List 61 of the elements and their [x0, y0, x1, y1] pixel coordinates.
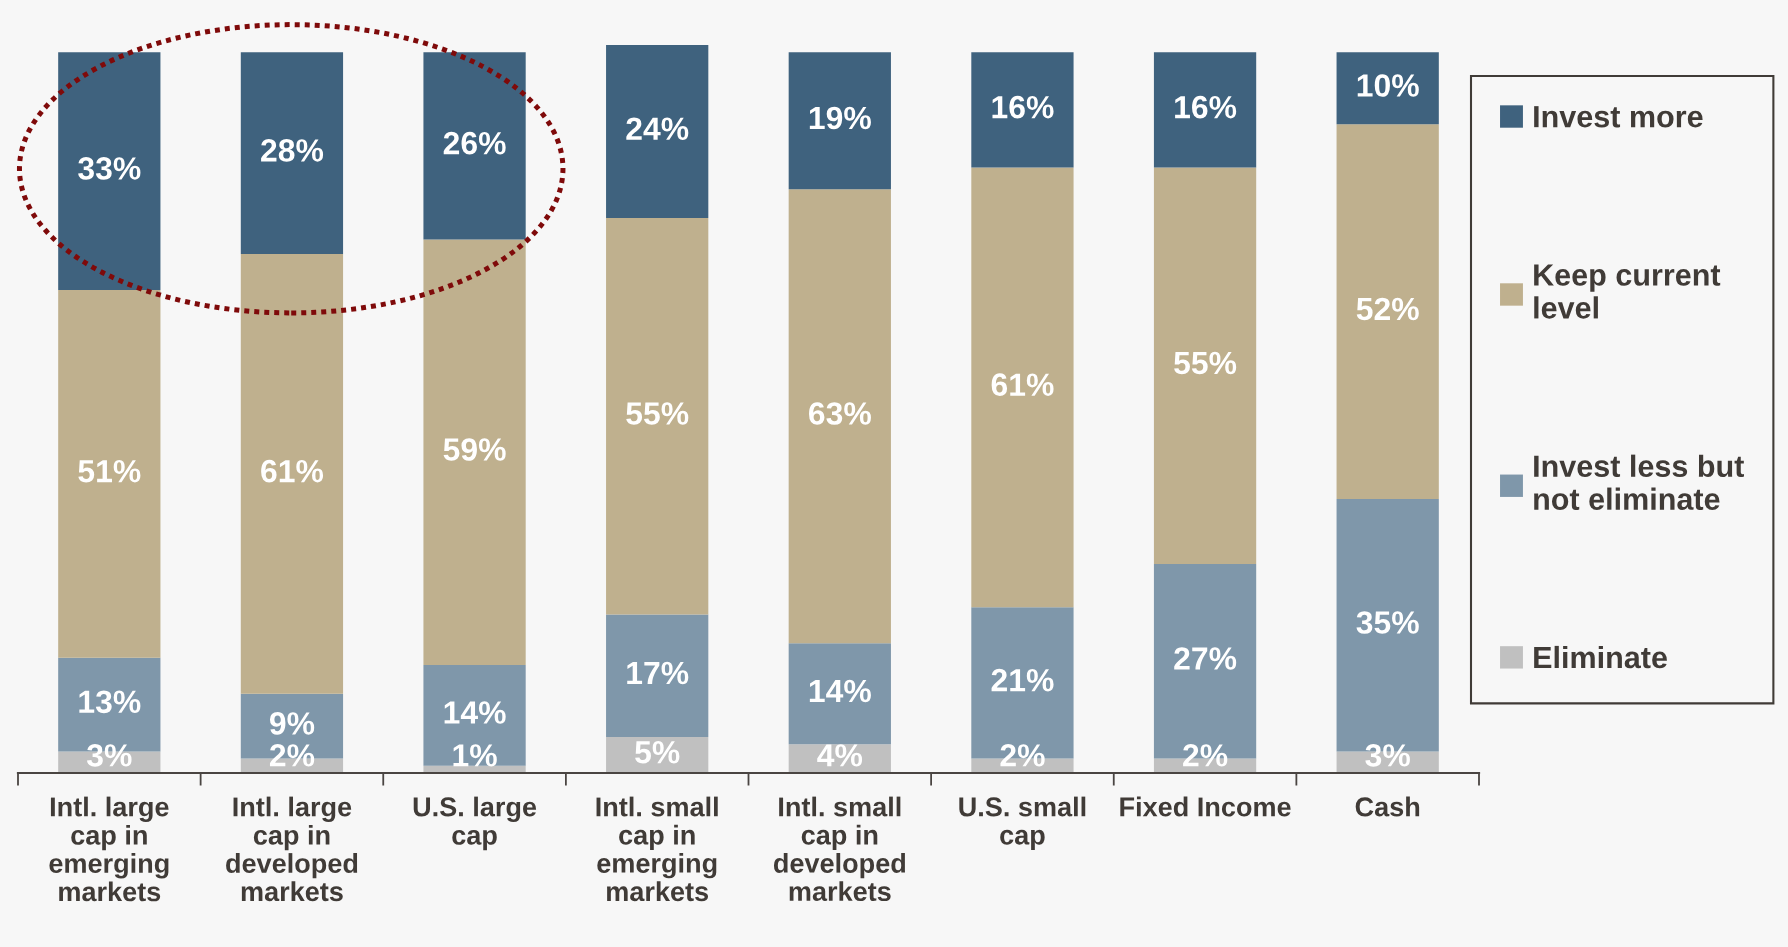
- data-label: 28%: [261, 139, 324, 162]
- x-tick-label: Intl. small cap in emerging markets: [596, 796, 718, 902]
- data-label: 14%: [444, 701, 506, 724]
- data-label: 55%: [1174, 351, 1237, 375]
- data-label: 33%: [78, 157, 141, 180]
- x-tick-label: Fixed Income: [1120, 796, 1291, 817]
- bar: [971, 167, 1074, 608]
- x-tick-label: U.S. large cap: [413, 796, 537, 851]
- data-label: 1%: [453, 744, 497, 767]
- data-label: 61%: [261, 459, 324, 483]
- data-label: 35%: [1356, 611, 1419, 634]
- data-label: 51%: [78, 459, 141, 483]
- bar: [1153, 52, 1257, 168]
- bar: [788, 52, 891, 190]
- legend-label: Invest less but not eliminate: [1534, 454, 1744, 510]
- bar: [971, 52, 1074, 168]
- bar: [423, 239, 526, 665]
- bar: [423, 52, 526, 240]
- bar: [240, 52, 344, 255]
- bar: [58, 290, 161, 658]
- data-label: 26%: [443, 131, 506, 155]
- x-tick-label: Intl. large cap in emerging markets: [49, 796, 169, 902]
- bar: [1153, 167, 1257, 564]
- bar: [1336, 124, 1439, 500]
- data-label: 10%: [1357, 74, 1419, 97]
- bar: [423, 664, 526, 766]
- x-tick-label: Intl. small cap in developed markets: [773, 796, 906, 902]
- bar: [606, 45, 709, 218]
- bar: [606, 217, 709, 615]
- bar: [58, 52, 161, 291]
- x-tick-label: Cash: [1355, 796, 1420, 817]
- data-label: 24%: [626, 117, 689, 141]
- data-label: 27%: [1174, 647, 1237, 670]
- data-label: 17%: [627, 661, 689, 685]
- bar: [788, 643, 891, 745]
- x-tick-label: Intl. large cap in developed markets: [226, 796, 358, 902]
- data-label: 13%: [79, 690, 141, 714]
- data-label: 4%: [817, 744, 863, 767]
- bar: [240, 254, 344, 694]
- data-label: 59%: [443, 438, 506, 461]
- data-label: 52%: [1356, 297, 1419, 321]
- legend-label: Invest more: [1534, 106, 1703, 128]
- data-label: 14%: [809, 679, 871, 703]
- bar: [788, 189, 891, 644]
- x-tick-label: U.S. small cap: [959, 796, 1086, 851]
- data-label: 21%: [991, 668, 1054, 692]
- data-label: 2%: [1183, 744, 1228, 767]
- data-label: 55%: [626, 402, 689, 425]
- legend-label: Keep current level: [1534, 264, 1721, 319]
- data-label: 5%: [635, 741, 680, 764]
- data-label: 63%: [809, 402, 871, 425]
- data-label: 2%: [269, 744, 315, 767]
- data-label: 19%: [809, 106, 871, 130]
- bar: [606, 614, 709, 737]
- legend-label: Eliminate: [1534, 645, 1667, 669]
- data-label: 61%: [991, 373, 1054, 396]
- data-label: 9%: [269, 712, 315, 735]
- data-label: 16%: [992, 95, 1054, 119]
- data-label: 16%: [1175, 95, 1237, 119]
- data-label: 2%: [1000, 744, 1045, 767]
- bar: [1336, 52, 1439, 125]
